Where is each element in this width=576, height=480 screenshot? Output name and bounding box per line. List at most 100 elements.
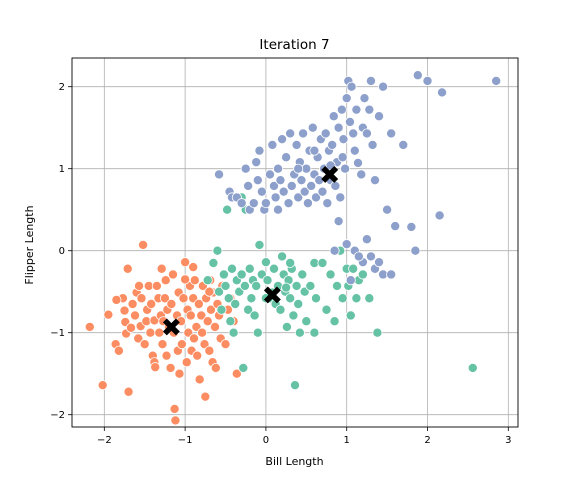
data-point xyxy=(176,339,187,350)
data-point xyxy=(188,262,199,273)
data-point xyxy=(251,280,262,291)
data-point xyxy=(189,333,200,344)
data-point xyxy=(161,350,172,361)
data-point xyxy=(127,298,138,309)
data-point xyxy=(260,198,271,209)
data-point xyxy=(254,145,265,156)
x-tick-label: −2 xyxy=(97,435,112,446)
data-point xyxy=(125,322,136,333)
data-point xyxy=(193,298,204,309)
data-point xyxy=(283,198,294,209)
data-point xyxy=(236,269,247,280)
data-point xyxy=(293,192,304,203)
data-point xyxy=(97,380,108,391)
data-point xyxy=(150,362,161,373)
data-point xyxy=(243,180,254,191)
centroid-marker xyxy=(321,165,339,183)
data-point xyxy=(84,321,95,332)
data-point xyxy=(145,327,156,338)
data-point xyxy=(372,327,383,338)
data-point xyxy=(157,339,168,350)
data-point xyxy=(239,280,250,291)
data-point xyxy=(346,81,357,92)
data-point xyxy=(422,75,433,86)
data-point xyxy=(197,327,208,338)
data-point xyxy=(345,310,356,321)
data-point xyxy=(299,186,310,197)
data-point xyxy=(322,198,333,209)
data-point xyxy=(260,257,271,268)
data-point xyxy=(467,362,478,373)
data-point xyxy=(119,305,130,316)
data-point xyxy=(228,327,239,338)
y-axis-ticks: −2 −1 0 1 2 xyxy=(50,82,72,421)
data-point xyxy=(293,163,304,174)
data-point xyxy=(386,128,397,139)
data-point xyxy=(349,145,360,156)
data-point xyxy=(364,293,375,304)
data-point xyxy=(204,286,215,297)
data-point xyxy=(337,293,348,304)
data-point xyxy=(214,286,225,297)
data-point xyxy=(214,169,225,180)
data-point xyxy=(268,180,279,191)
data-point xyxy=(273,204,284,215)
grid xyxy=(72,58,518,427)
data-point xyxy=(238,362,249,373)
data-point xyxy=(170,415,181,426)
data-point xyxy=(374,257,385,268)
data-point xyxy=(333,122,344,133)
data-point xyxy=(156,263,167,274)
data-point xyxy=(275,304,286,315)
data-point xyxy=(133,333,144,344)
data-point xyxy=(278,186,289,197)
data-point xyxy=(166,298,177,309)
data-point xyxy=(390,221,401,232)
data-point xyxy=(240,163,251,174)
x-tick-label: −1 xyxy=(178,435,193,446)
data-point xyxy=(307,122,318,133)
data-point xyxy=(386,269,397,280)
data-point xyxy=(328,111,339,122)
centroids xyxy=(162,165,339,336)
data-point xyxy=(321,304,332,315)
data-point xyxy=(309,327,320,338)
data-point xyxy=(277,134,288,145)
data-point xyxy=(333,216,344,227)
data-point xyxy=(329,245,340,256)
data-point xyxy=(248,198,259,209)
data-point xyxy=(180,257,191,268)
data-point xyxy=(301,316,312,327)
x-tick-label: 3 xyxy=(505,435,511,446)
data-point xyxy=(317,257,328,268)
y-tick-label: −2 xyxy=(50,410,65,421)
data-point xyxy=(103,309,114,320)
data-point xyxy=(356,169,367,180)
data-point xyxy=(262,275,273,286)
data-point xyxy=(151,280,162,291)
data-point xyxy=(244,263,255,274)
data-point xyxy=(160,275,171,286)
data-point xyxy=(192,350,203,361)
data-point xyxy=(314,175,325,186)
data-point xyxy=(305,280,316,291)
data-point xyxy=(223,293,234,304)
data-point xyxy=(348,128,359,139)
data-point xyxy=(210,362,221,373)
data-point xyxy=(291,280,302,291)
data-point xyxy=(293,298,304,309)
data-point xyxy=(136,293,147,304)
data-point xyxy=(113,345,124,356)
data-point xyxy=(154,327,165,338)
data-point xyxy=(348,263,359,274)
data-point xyxy=(277,251,288,262)
data-point xyxy=(296,175,307,186)
data-point xyxy=(267,139,278,150)
data-point xyxy=(291,139,302,150)
data-point xyxy=(285,257,296,268)
data-point xyxy=(364,104,375,115)
data-point xyxy=(306,180,317,191)
data-point xyxy=(327,139,338,150)
data-point xyxy=(286,180,297,191)
data-point xyxy=(243,304,254,315)
